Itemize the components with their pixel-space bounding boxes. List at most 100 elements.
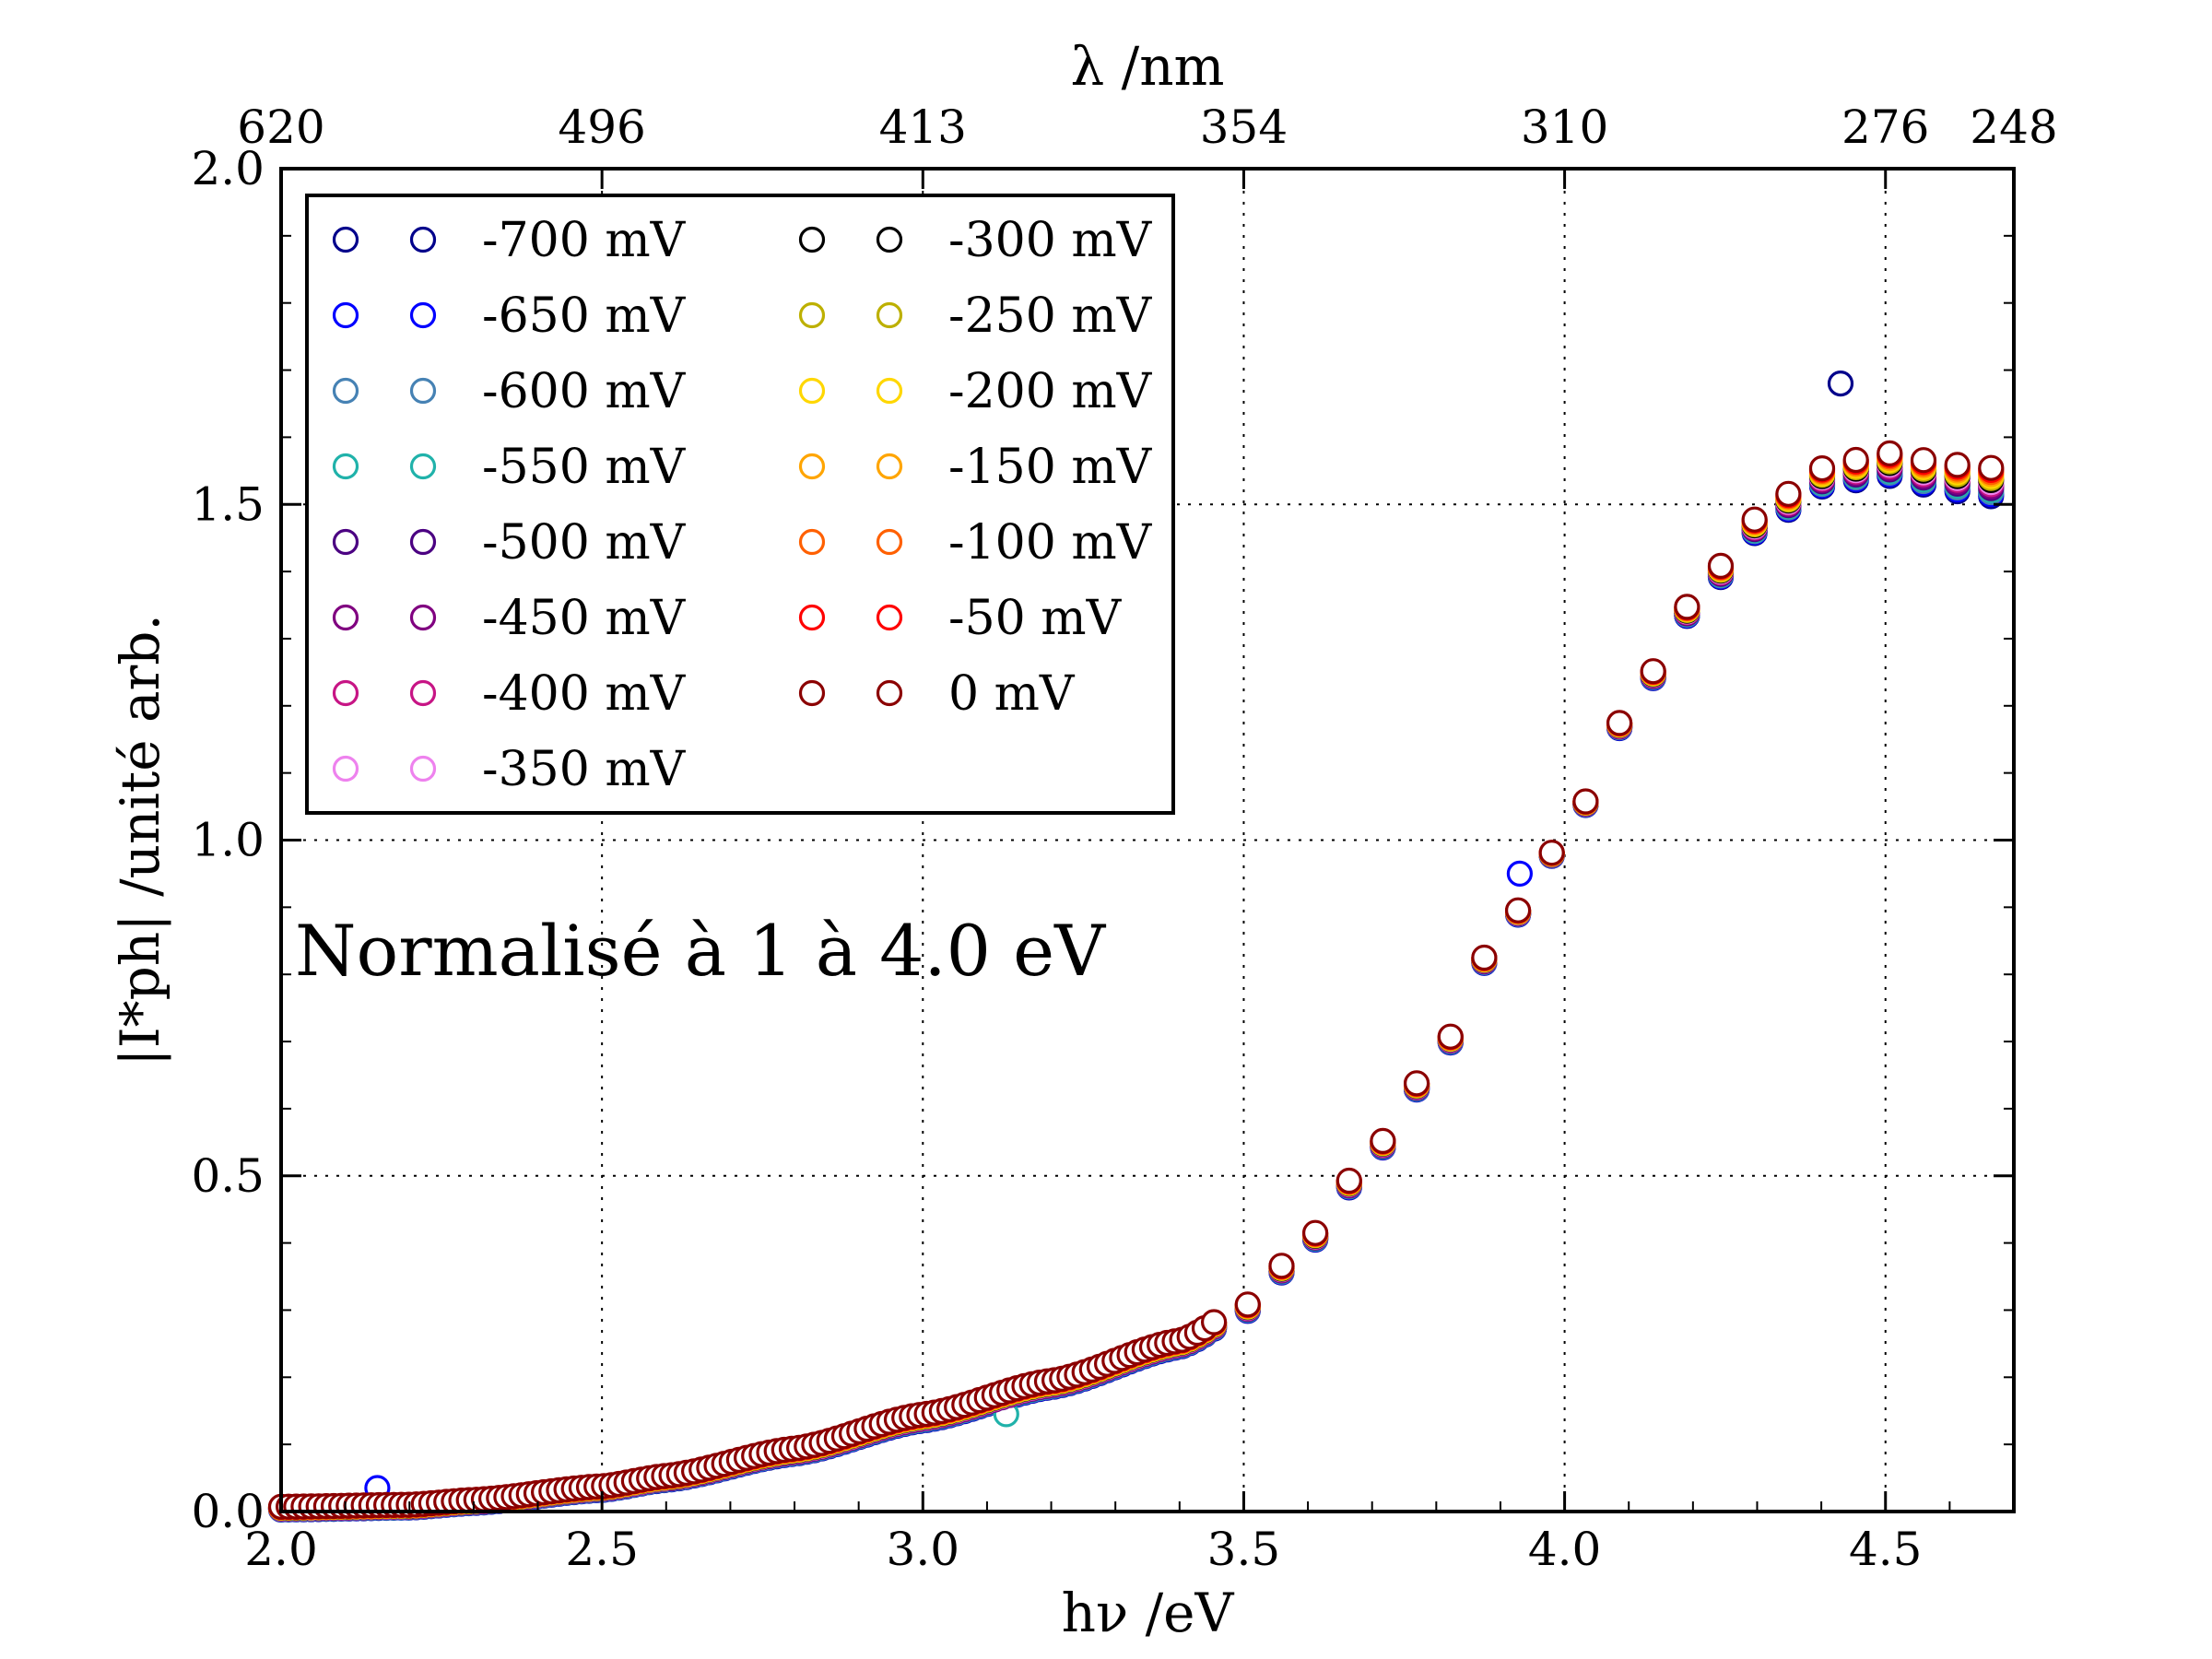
legend-marker bbox=[798, 679, 826, 707]
data-point bbox=[1775, 480, 1802, 507]
legend-marker bbox=[798, 226, 826, 253]
legend-marker bbox=[798, 377, 826, 405]
data-point bbox=[1234, 1291, 1261, 1318]
y-tick-label: 0.0 bbox=[191, 1485, 265, 1538]
legend-marker bbox=[876, 226, 903, 253]
legend-label: -500 mV bbox=[482, 515, 687, 571]
top-tick-label: 310 bbox=[1521, 100, 1608, 154]
legend-marker bbox=[332, 301, 359, 329]
legend-marker bbox=[409, 604, 437, 631]
legend-item: -650 mV bbox=[332, 288, 687, 344]
outlier-point bbox=[1827, 371, 1854, 397]
legend-marker bbox=[332, 604, 359, 631]
legend-item: -300 mV bbox=[798, 213, 1153, 268]
y-tick-label: 2.0 bbox=[191, 142, 265, 195]
y-tick-label: 0.5 bbox=[191, 1149, 265, 1203]
data-point bbox=[1741, 506, 1768, 533]
legend-marker bbox=[876, 679, 903, 707]
legend-marker bbox=[332, 679, 359, 707]
legend-marker bbox=[332, 755, 359, 782]
legend-label: -450 mV bbox=[482, 591, 687, 646]
x-tick-label: 2.0 bbox=[244, 1523, 318, 1576]
data-point bbox=[1471, 944, 1498, 971]
legend-marker bbox=[876, 377, 903, 405]
legend-marker bbox=[876, 301, 903, 329]
legend-label: -150 mV bbox=[948, 440, 1153, 495]
data-point bbox=[1268, 1253, 1295, 1279]
legend-item: -400 mV bbox=[332, 666, 687, 722]
legend-marker bbox=[409, 453, 437, 480]
legend-label: -650 mV bbox=[482, 288, 687, 344]
x-tick-label: 4.5 bbox=[1849, 1523, 1923, 1576]
series-0mV bbox=[267, 440, 2005, 1520]
tick-labels: 2.0 2.5 3.0 3.5 4.0 4.5 620 496 413 354 310 276 248 0… bbox=[191, 100, 2057, 1576]
x-tick-label: 3.5 bbox=[1207, 1523, 1281, 1576]
data-point bbox=[1200, 1309, 1228, 1335]
data-point bbox=[1640, 658, 1666, 685]
data-point bbox=[1572, 788, 1599, 815]
top-tick-label: 413 bbox=[879, 100, 967, 154]
top-tick-label: 276 bbox=[1841, 100, 1929, 154]
legend-label: -250 mV bbox=[948, 288, 1153, 344]
data-point bbox=[1437, 1023, 1464, 1050]
x-tick-label: 3.0 bbox=[887, 1523, 960, 1576]
legend-marker bbox=[798, 604, 826, 631]
top-axis-label: λ /nm bbox=[1070, 35, 1224, 98]
x-tick-label: 4.0 bbox=[1528, 1523, 1602, 1576]
legend-marker bbox=[332, 377, 359, 405]
legend-marker bbox=[332, 528, 359, 556]
legend-label: -600 mV bbox=[482, 364, 687, 419]
legend-item: -150 mV bbox=[798, 440, 1153, 495]
legend-marker bbox=[876, 528, 903, 556]
legend-marker bbox=[798, 301, 826, 329]
legend-marker bbox=[332, 226, 359, 253]
y-tick-label: 1.5 bbox=[191, 477, 265, 531]
data-point bbox=[1842, 446, 1869, 474]
legend: -700 mV -650 mV -600 mV -550 mV -500 mV -450 … bbox=[305, 194, 1175, 815]
legend-label: -100 mV bbox=[948, 515, 1153, 571]
legend-marker bbox=[409, 679, 437, 707]
legend-marker bbox=[798, 528, 826, 556]
legend-item: -100 mV bbox=[798, 515, 1153, 571]
legend-marker bbox=[876, 604, 903, 631]
legend-item: -350 mV bbox=[332, 742, 687, 797]
top-tick-label: 620 bbox=[237, 100, 324, 154]
top-tick-label: 354 bbox=[1200, 100, 1288, 154]
data-point bbox=[1910, 447, 1937, 474]
legend-item: -450 mV bbox=[332, 591, 687, 646]
top-tick-label: 496 bbox=[558, 100, 645, 154]
legend-marker bbox=[876, 453, 903, 480]
legend-marker bbox=[409, 528, 437, 556]
legend-item: -50 mV bbox=[798, 591, 1123, 646]
data-points bbox=[267, 371, 2005, 1524]
data-point bbox=[1707, 552, 1735, 580]
legend-marker bbox=[409, 755, 437, 782]
legend-marker bbox=[409, 377, 437, 405]
top-tick-label: 248 bbox=[1970, 100, 2057, 154]
data-point bbox=[1403, 1070, 1430, 1097]
data-point bbox=[1301, 1219, 1329, 1246]
axis-ticks bbox=[279, 167, 2016, 1513]
legend-item: -550 mV bbox=[332, 440, 687, 495]
legend-label: -550 mV bbox=[482, 440, 687, 495]
legend-item: -700 mV bbox=[332, 213, 687, 268]
legend-item: 0 mV bbox=[798, 666, 1076, 722]
data-point bbox=[1606, 710, 1633, 736]
outlier-point bbox=[1506, 860, 1534, 888]
legend-label: -700 mV bbox=[482, 213, 687, 268]
data-point bbox=[1978, 454, 2005, 481]
legend-item: -200 mV bbox=[798, 364, 1153, 419]
legend-item: -250 mV bbox=[798, 288, 1153, 344]
legend-box bbox=[305, 194, 1175, 815]
data-point bbox=[1335, 1167, 1362, 1194]
legend-marker bbox=[409, 301, 437, 329]
legend-label: -400 mV bbox=[482, 666, 687, 722]
legend-label: -200 mV bbox=[948, 364, 1153, 419]
data-point bbox=[1944, 452, 1971, 478]
legend-label: -300 mV bbox=[948, 213, 1153, 268]
normalization-annotation: Normalisé à 1 à 4.0 eV bbox=[295, 910, 1106, 992]
legend-label: 0 mV bbox=[948, 666, 1076, 722]
x-axis-label: hν /eV bbox=[1062, 1582, 1235, 1644]
data-point bbox=[1808, 455, 1836, 482]
